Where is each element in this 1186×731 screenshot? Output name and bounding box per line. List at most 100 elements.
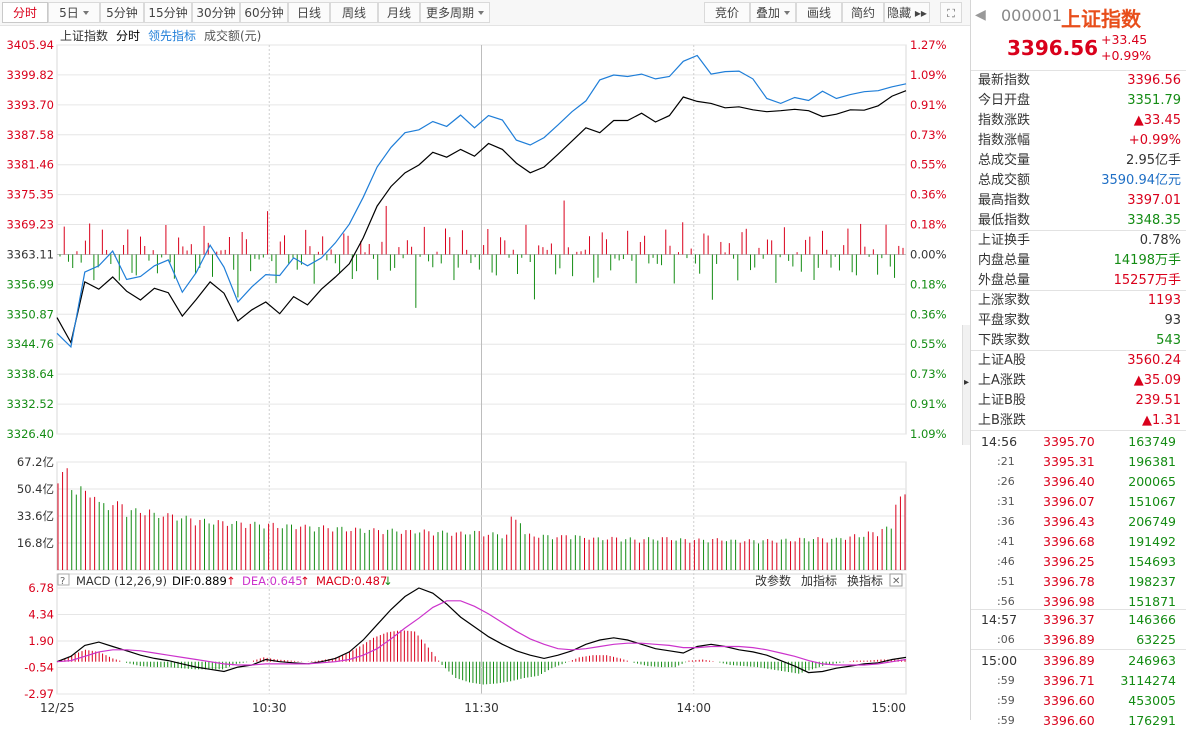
quote-value: 3396.56	[1127, 73, 1181, 88]
period-tab-4[interactable]: 30分钟	[192, 2, 240, 23]
tick-volume: 3114274	[1120, 673, 1176, 688]
period-tab-5[interactable]: 60分钟	[240, 2, 288, 23]
tick-volume: 246963	[1128, 653, 1176, 668]
legend-leading-indicator: 领先指标	[148, 28, 196, 43]
quote-value: 2.95亿手	[1126, 153, 1181, 168]
period-tab-3[interactable]: 15分钟	[144, 2, 192, 23]
volume-tick-label: 50.4亿	[17, 482, 54, 496]
quote-label: 总成交额	[978, 173, 1031, 188]
quote-label: 上涨家数	[978, 293, 1031, 308]
quote-value: 1193	[1147, 293, 1181, 308]
tick-time: :46	[997, 555, 1015, 568]
prev-stock-icon[interactable]: ◀	[975, 7, 986, 23]
quote-value: ▲35.09	[1133, 373, 1181, 388]
tool-button-4[interactable]: 隐藏 ▸▸	[884, 2, 930, 23]
tick-price: 3395.31	[1043, 454, 1095, 469]
tick-row[interactable]: :51 3396.78 198237	[971, 572, 1186, 592]
quote-label: 上B涨跌	[978, 413, 1026, 428]
tick-row[interactable]: :59 3396.60 176291	[971, 711, 1186, 731]
tick-time: :31	[997, 495, 1015, 508]
tick-row[interactable]: 14:57 3396.37 146366	[971, 610, 1186, 630]
tick-row[interactable]: :56 3396.98 151871	[971, 592, 1186, 612]
macd-tick-label: 1.90	[28, 634, 54, 648]
current-price: 3396.56	[1007, 36, 1099, 60]
quote-label: 最高指数	[978, 193, 1031, 208]
tick-row[interactable]: :31 3396.07 151067	[971, 492, 1186, 512]
tick-volume: 453005	[1128, 693, 1176, 708]
change-params-button: 改参数	[755, 573, 791, 588]
tick-time: :59	[997, 674, 1015, 687]
add-indicator-button: 加指标	[801, 573, 837, 588]
price-tick-label: 3405.94	[6, 38, 54, 52]
tick-row[interactable]: :26 3396.40 200065	[971, 472, 1186, 492]
legend-index-name: 上证指数	[60, 28, 108, 43]
splitter-arrow-icon: ▸	[964, 377, 970, 388]
quote-label: 最新指数	[978, 73, 1031, 88]
help-icon-glyph: ?	[60, 576, 65, 587]
tick-volume: 176291	[1128, 713, 1176, 728]
tool-button-0[interactable]: 竞价	[704, 2, 750, 23]
tick-row[interactable]: :59 3396.60 453005	[971, 691, 1186, 711]
quote-label: 平盘家数	[978, 313, 1031, 328]
period-tab-0[interactable]: 分时	[2, 2, 48, 23]
quote-label: 指数涨跌	[978, 113, 1031, 128]
quote-label: 指数涨幅	[978, 133, 1031, 148]
tick-row[interactable]: :36 3396.43 206749	[971, 512, 1186, 532]
tool-button-2[interactable]: 画线	[796, 2, 842, 23]
quote-row: 最高指数 3397.01	[971, 191, 1186, 211]
tick-volume: 196381	[1128, 454, 1176, 469]
tick-volume: 151871	[1128, 594, 1176, 609]
fullscreen-icon[interactable]: ⛶	[940, 2, 962, 23]
period-tab-8[interactable]: 月线	[378, 2, 420, 23]
help-icon[interactable]	[57, 573, 70, 586]
tick-row[interactable]: 15:00 3396.89 246963	[971, 651, 1186, 671]
tick-price: 3396.89	[1043, 653, 1095, 668]
time-axis-label: 11:30	[464, 701, 499, 715]
period-tab-2[interactable]: 5分钟	[100, 2, 144, 23]
price-tick-label: 3350.87	[6, 307, 54, 321]
dea-line	[56, 600, 907, 666]
quote-value: +0.99%	[1128, 133, 1181, 148]
tick-row[interactable]: :41 3396.68 191492	[971, 532, 1186, 552]
tick-row[interactable]: :46 3396.25 154693	[971, 552, 1186, 572]
period-tab-7[interactable]: 周线	[330, 2, 378, 23]
pct-tick-label: 0.55%	[910, 337, 947, 351]
quote-value: 0.78%	[1139, 233, 1181, 248]
tick-row[interactable]: :21 3395.31 196381	[971, 452, 1186, 472]
quote-row: 内盘总量 14198万手	[971, 251, 1186, 271]
price-tick-label: 3326.40	[6, 427, 54, 441]
section-divider	[971, 290, 1186, 291]
pct-tick-label: 0.55%	[910, 158, 947, 172]
quote-label: 上证换手	[978, 233, 1031, 248]
period-tab-9[interactable]: 更多周期	[420, 2, 490, 23]
period-tab-1[interactable]: 5日	[48, 2, 100, 23]
tick-row[interactable]: :59 3396.71 3114274	[971, 671, 1186, 691]
quote-row: 上证B股 239.51	[971, 391, 1186, 411]
tool-button-1[interactable]: 叠加	[750, 2, 796, 23]
quote-row: 指数涨跌 ▲33.45	[971, 111, 1186, 131]
pct-tick-label: 0.73%	[910, 367, 947, 381]
price-tick-label: 3393.70	[6, 98, 54, 112]
tick-row[interactable]: :06 3396.89 63225	[971, 630, 1186, 650]
volume-tick-label: 67.2亿	[17, 455, 54, 469]
close-icon[interactable]	[889, 573, 903, 587]
time-axis-label: 10:30	[252, 701, 287, 715]
macd-name: MACD (12,26,9)	[76, 574, 167, 588]
legend-mode: 分时	[116, 29, 140, 43]
tick-row[interactable]: 14:56 3395.70 163749	[971, 432, 1186, 452]
pct-tick-label: 0.36%	[910, 188, 947, 202]
pct-tick-label: 0.36%	[910, 307, 947, 321]
period-tab-6[interactable]: 日线	[288, 2, 330, 23]
pct-tick-label: 1.09%	[910, 427, 947, 441]
quote-value: 3351.79	[1127, 93, 1181, 108]
quote-row: 上证换手 0.78%	[971, 231, 1186, 251]
intraday-chart[interactable]: 3405.94 1.27% 3399.82 1.09% 3393.70 0.91% 3387…	[0, 0, 962, 720]
tick-volume: 206749	[1128, 514, 1176, 529]
tool-button-3[interactable]: 简约	[842, 2, 884, 23]
tick-time: :26	[997, 475, 1015, 488]
tick-volume: 191492	[1128, 534, 1176, 549]
tick-price: 3396.37	[1043, 612, 1095, 627]
tick-price: 3396.43	[1043, 514, 1095, 529]
macd-tick-label: 6.78	[28, 581, 54, 595]
tick-price: 3396.98	[1043, 594, 1095, 609]
